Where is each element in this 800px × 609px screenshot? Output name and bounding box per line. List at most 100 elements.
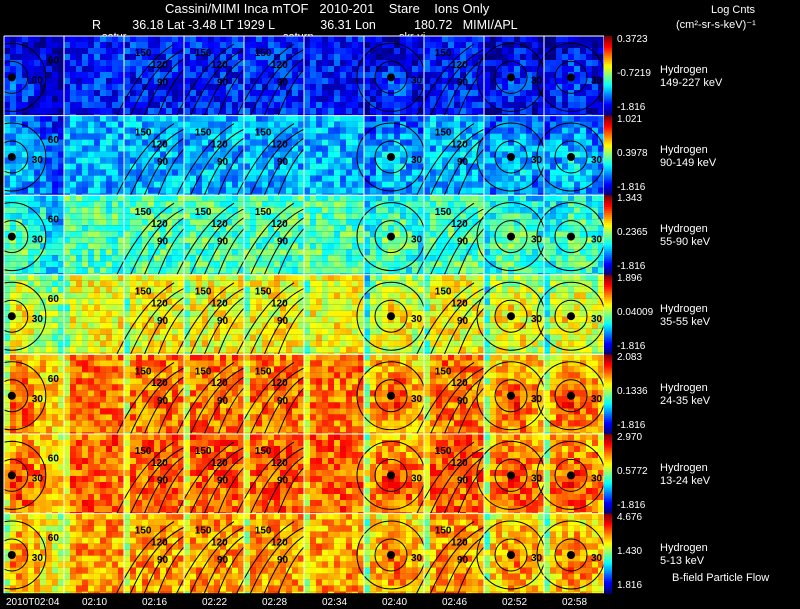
pixel — [16, 169, 22, 176]
pixel — [172, 207, 178, 214]
pixel — [142, 90, 148, 96]
pixel — [406, 127, 412, 134]
pixel — [58, 127, 64, 134]
pixel — [130, 286, 136, 293]
contour-label: 150 — [135, 128, 152, 139]
pixel — [388, 133, 394, 140]
pixel — [460, 207, 466, 214]
pixel — [40, 193, 46, 196]
contour-label: 90 — [157, 237, 169, 248]
pixel — [10, 139, 16, 146]
pixel — [400, 261, 406, 268]
pixel — [232, 133, 238, 140]
pixel — [310, 207, 316, 214]
pixel — [196, 139, 202, 146]
pixel — [466, 102, 472, 108]
pixel — [112, 121, 118, 128]
pixel — [124, 298, 130, 305]
colorbar-units-line2: (cm²-sr-s-keV)⁻¹ — [676, 19, 756, 31]
pixel — [556, 133, 562, 140]
pixel — [418, 219, 424, 226]
pixel — [100, 157, 106, 164]
pixel — [136, 181, 142, 188]
pixel — [196, 54, 202, 60]
pixel — [280, 195, 286, 202]
pixel — [154, 66, 160, 72]
contour-line — [113, 202, 175, 282]
pixel — [52, 346, 58, 353]
pixel — [52, 274, 58, 281]
pixel — [520, 78, 526, 84]
pixel — [490, 54, 496, 60]
pixel — [46, 121, 52, 128]
pixel — [502, 255, 508, 262]
pixel — [490, 102, 496, 108]
pixel — [454, 66, 460, 72]
pixel — [316, 261, 322, 268]
pixel — [82, 195, 88, 202]
pixel — [388, 84, 394, 90]
pixel — [442, 157, 448, 164]
pixel — [328, 48, 334, 54]
pixel — [298, 72, 304, 78]
pixel — [346, 201, 352, 208]
pixel — [568, 213, 574, 220]
pixel — [160, 48, 166, 54]
pixel — [88, 42, 94, 48]
pixel — [154, 84, 160, 90]
pixel — [580, 181, 586, 188]
pixel — [106, 169, 112, 176]
pixel — [490, 90, 496, 96]
pixel — [118, 139, 124, 146]
pixel — [574, 90, 580, 96]
pixel — [592, 127, 598, 134]
pixel — [544, 163, 550, 170]
pixel — [448, 108, 454, 114]
contour-label: 90 — [157, 316, 169, 327]
pixel — [94, 316, 100, 323]
pixel — [214, 115, 220, 122]
colorbar-step — [604, 266, 612, 270]
contour-line — [413, 43, 475, 122]
pixel — [118, 316, 124, 323]
pixel — [502, 207, 508, 214]
pixel — [52, 133, 58, 140]
pixel — [550, 66, 556, 72]
pixel — [508, 115, 514, 122]
pixel — [148, 286, 154, 293]
pixel — [274, 175, 280, 182]
pixel — [484, 139, 490, 146]
pixel — [106, 90, 112, 96]
pixel — [316, 195, 322, 202]
pixel — [592, 72, 598, 78]
pixel — [4, 114, 10, 116]
pixel — [172, 102, 178, 108]
pixel — [352, 48, 358, 54]
pixel — [478, 72, 484, 78]
pixel — [580, 207, 586, 214]
pixel — [424, 78, 430, 84]
pixel — [130, 151, 136, 158]
pixel — [544, 169, 550, 176]
pixel — [76, 334, 82, 341]
pixel — [244, 255, 250, 262]
pixel — [526, 163, 532, 170]
pixel — [286, 201, 292, 208]
pixel — [22, 267, 28, 274]
pixel — [352, 187, 358, 194]
pixel — [280, 115, 286, 122]
pixel — [154, 225, 160, 232]
pixel — [202, 249, 208, 256]
pixel — [538, 219, 544, 226]
pixel — [508, 255, 514, 262]
pixel — [472, 42, 478, 48]
pixel — [22, 286, 28, 293]
pixel — [340, 48, 346, 54]
pixel — [130, 213, 136, 220]
pixel — [256, 207, 262, 214]
pixel — [298, 102, 304, 108]
pixel — [442, 54, 448, 60]
pixel — [586, 60, 592, 66]
pixel — [400, 84, 406, 90]
contour-line — [494, 140, 528, 174]
